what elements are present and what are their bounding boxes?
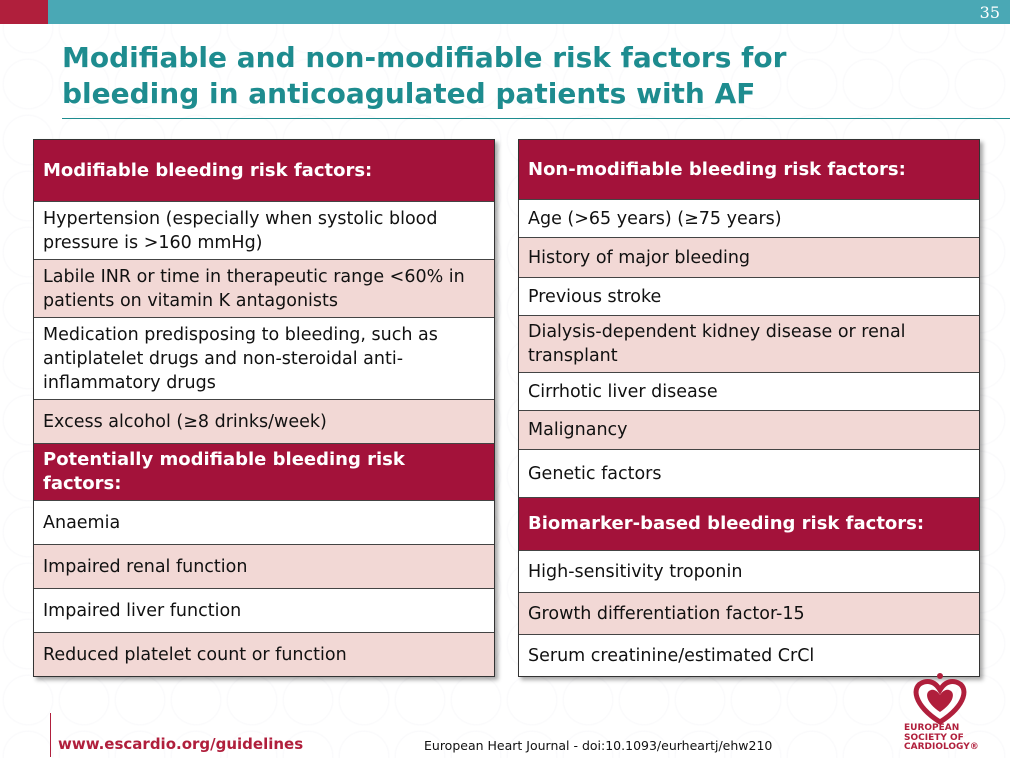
header-label: Modifiable bleeding risk factors: xyxy=(43,159,373,181)
table-row: Reduced platelet count or function xyxy=(34,632,494,676)
esc-heart-logo-icon xyxy=(913,673,967,725)
row-text: Excess alcohol (≥8 drinks/week) xyxy=(43,411,327,432)
row-text: Hypertension (especially when systolic b… xyxy=(43,208,438,253)
row-text: Reduced platelet count or function xyxy=(43,644,347,665)
slide-number: 35 xyxy=(979,3,1000,22)
row-text: Anaemia xyxy=(43,512,121,533)
table-row: Previous stroke xyxy=(519,277,979,315)
table-row: Anaemia xyxy=(34,500,494,544)
table-header-non-modifiable: Non-modifiable bleeding risk factors: xyxy=(519,140,979,199)
row-text: Impaired renal function xyxy=(43,556,248,577)
table-header-modifiable: Modifiable bleeding risk factors: xyxy=(34,140,494,201)
logo-line-2: SOCIETY OF xyxy=(904,732,964,743)
row-text: Malignancy xyxy=(528,420,628,440)
row-text: Growth differentiation factor-15 xyxy=(528,603,805,624)
table-header-biomarker: Biomarker-based bleeding risk factors: xyxy=(519,497,979,550)
table-row: Genetic factors xyxy=(519,449,979,497)
table-row: Impaired liver function xyxy=(34,588,494,632)
journal-citation: European Heart Journal - doi:10.1093/eur… xyxy=(424,738,773,753)
title-line-1: Modifiable and non-modifiable risk facto… xyxy=(62,41,787,74)
title-divider xyxy=(62,118,1010,119)
table-row: Age (>65 years) (≥75 years) xyxy=(519,199,979,237)
table-row: Labile INR or time in therapeutic range … xyxy=(34,259,494,317)
table-row: Impaired renal function xyxy=(34,544,494,588)
row-text: Labile INR or time in therapeutic range … xyxy=(43,266,465,311)
row-text: Age (>65 years) (≥75 years) xyxy=(528,208,782,229)
table-row: Medication predisposing to bleeding, suc… xyxy=(34,317,494,399)
top-bar-accent xyxy=(0,0,48,24)
footer-divider xyxy=(50,713,51,757)
table-row: Growth differentiation factor-15 xyxy=(519,592,979,634)
row-text: Cirrhotic liver disease xyxy=(528,381,718,402)
table-row: Excess alcohol (≥8 drinks/week) xyxy=(34,399,494,443)
header-label: Biomarker-based bleeding risk factors: xyxy=(528,513,925,534)
header-label: Non-modifiable bleeding risk factors: xyxy=(528,158,906,180)
row-text: Genetic factors xyxy=(528,463,662,484)
row-text: Dialysis-dependent kidney disease or ren… xyxy=(528,322,906,366)
table-row: High-sensitivity troponin xyxy=(519,550,979,592)
guidelines-link[interactable]: www.escardio.org/guidelines xyxy=(58,735,304,753)
modifiable-risk-factors-table: Modifiable bleeding risk factors: Hypert… xyxy=(33,139,495,677)
table-row: Cirrhotic liver disease xyxy=(519,372,979,410)
row-text: High-sensitivity troponin xyxy=(528,561,743,582)
table-row: Hypertension (especially when systolic b… xyxy=(34,201,494,259)
header-label: Potentially modifiable bleeding risk fac… xyxy=(43,449,405,494)
row-text: Medication predisposing to bleeding, suc… xyxy=(43,324,438,393)
table-row: Dialysis-dependent kidney disease or ren… xyxy=(519,315,979,372)
table-row: Malignancy xyxy=(519,410,979,449)
slide-title: Modifiable and non-modifiable risk facto… xyxy=(62,40,962,112)
logo-line-3: CARDIOLOGY® xyxy=(904,742,979,752)
table-header-potentially-modifiable: Potentially modifiable bleeding risk fac… xyxy=(34,443,494,500)
table-row: History of major bleeding xyxy=(519,237,979,277)
non-modifiable-risk-factors-table: Non-modifiable bleeding risk factors: Ag… xyxy=(518,139,980,677)
row-text: Previous stroke xyxy=(528,286,662,307)
row-text: History of major bleeding xyxy=(528,247,751,268)
top-bar: 35 xyxy=(0,0,1010,24)
logo-line-1: EUROPEAN xyxy=(904,723,960,733)
title-line-2: bleeding in anticoagulated patients with… xyxy=(62,77,756,110)
table-row: Serum creatinine/estimated CrCl xyxy=(519,634,979,676)
row-text: Serum creatinine/estimated CrCl xyxy=(528,645,815,666)
esc-logo-text: EUROPEAN SOCIETY OF CARDIOLOGY® xyxy=(904,723,984,753)
row-text: Impaired liver function xyxy=(43,600,242,621)
